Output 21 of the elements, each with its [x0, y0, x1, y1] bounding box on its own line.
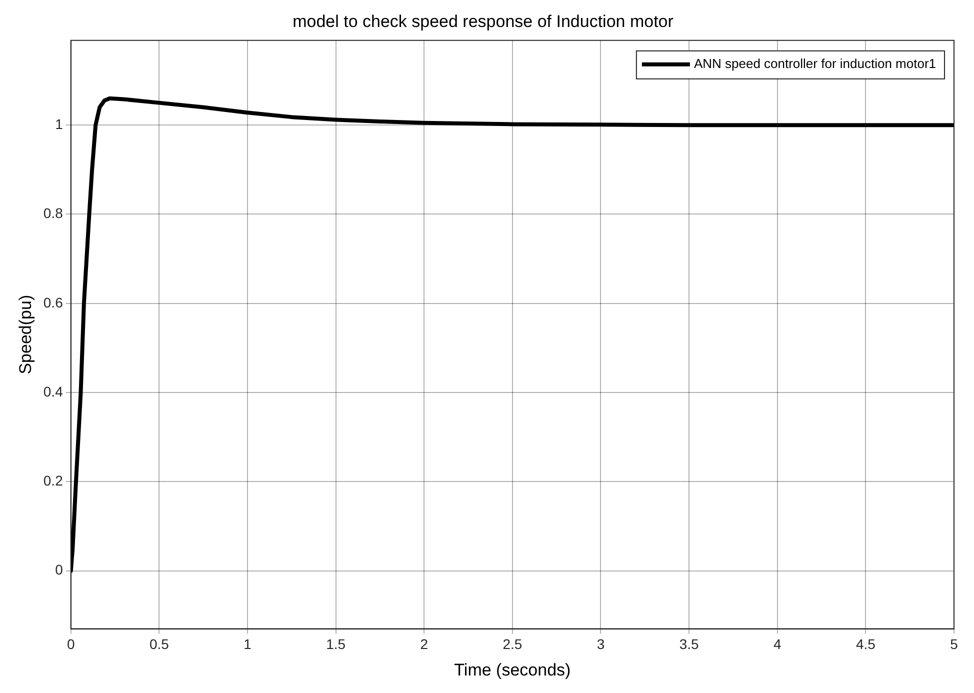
x-tick-label: 4 [773, 636, 782, 652]
x-tick-label: 1.5 [326, 636, 346, 652]
x-tick-label: 4.5 [856, 636, 876, 652]
x-tick-label: 0 [66, 636, 75, 652]
x-tick-label: 0.5 [149, 636, 170, 652]
x-tick-label: 3 [596, 636, 605, 652]
y-tick-label: 0.6 [43, 294, 64, 310]
y-tick-label: 1 [55, 116, 64, 132]
x-axis-title: Time (seconds) [454, 660, 571, 680]
legend-label: ANN speed controller for induction motor1 [694, 56, 936, 71]
x-tick-label: 2 [420, 636, 428, 652]
y-tick-label: 0.4 [43, 383, 64, 400]
x-tick-label: 5 [950, 636, 958, 652]
y-tick-label: 0.2 [43, 472, 64, 489]
chart-title: model to check speed response of Induction motor [292, 12, 674, 31]
y-axis-title: Speed(pu) [16, 294, 35, 374]
x-tick-label: 3.5 [679, 636, 699, 652]
x-tick-label: 2.5 [502, 636, 522, 652]
y-tick-label: 0 [55, 562, 64, 578]
x-tick-label: 1 [244, 636, 252, 652]
y-tick-label: 0.8 [43, 205, 64, 222]
